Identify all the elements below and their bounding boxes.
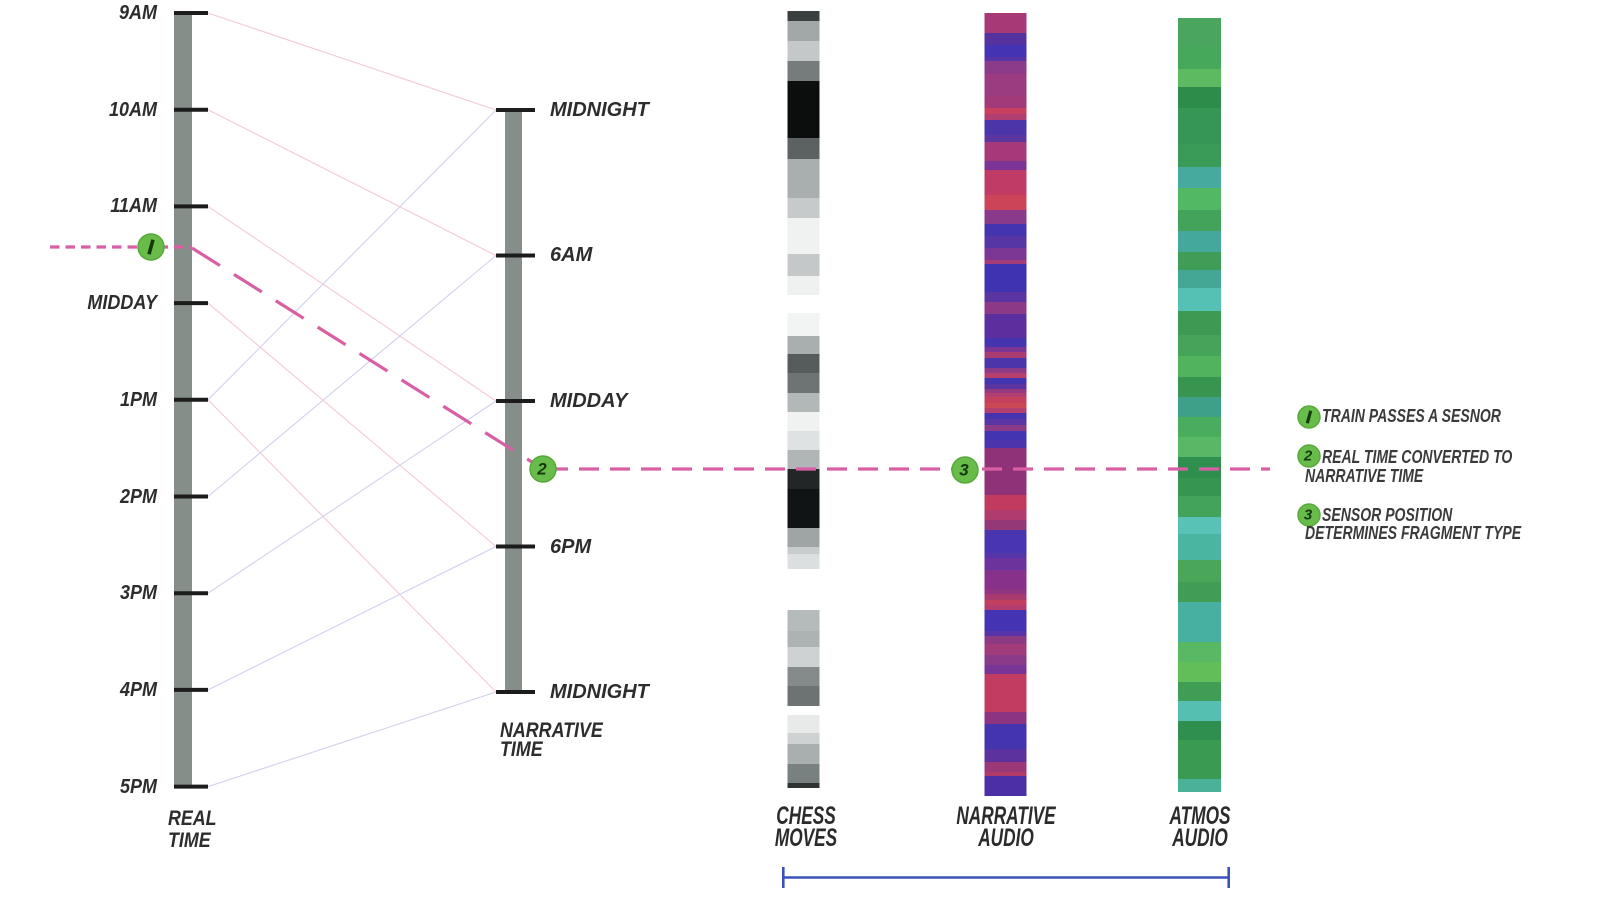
svg-text:2: 2 xyxy=(536,460,547,479)
svg-text:3: 3 xyxy=(959,461,969,480)
svg-text:3: 3 xyxy=(1304,507,1313,524)
svg-text:2: 2 xyxy=(1303,448,1313,465)
